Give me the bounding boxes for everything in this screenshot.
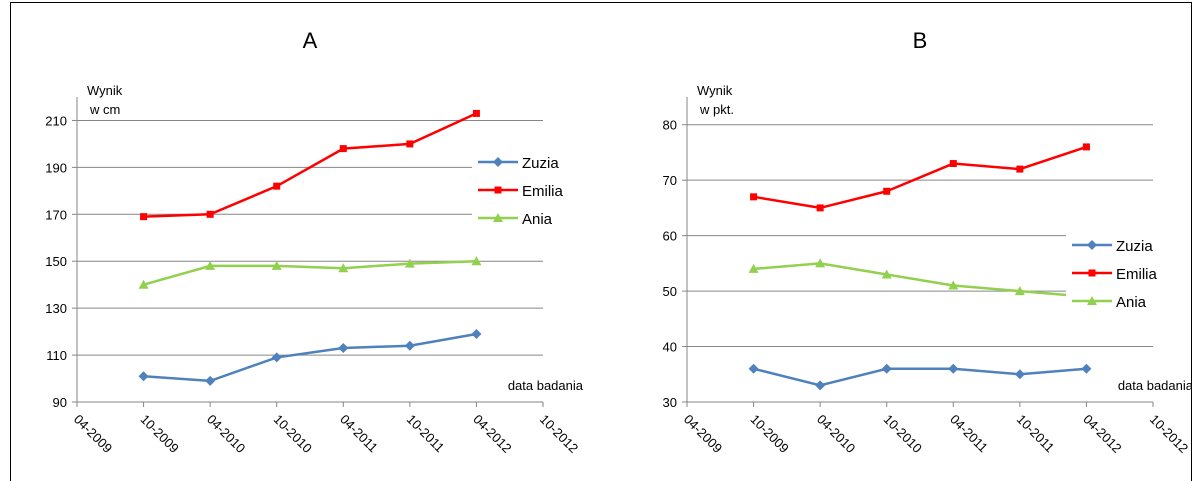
- marker: [271, 260, 282, 270]
- legend-label: Emilia: [1116, 266, 1157, 283]
- legend-label: Ania: [1116, 294, 1147, 311]
- marker: [881, 363, 892, 374]
- chart-title: A: [303, 28, 318, 53]
- y-tick-label: 210: [45, 113, 67, 128]
- marker: [883, 187, 891, 195]
- y-tick-label: 190: [45, 160, 67, 175]
- marker: [338, 263, 349, 273]
- y-tick-label: 30: [663, 395, 677, 410]
- marker: [271, 352, 282, 363]
- x-tick-label: 04-2011: [337, 412, 381, 456]
- x-tick-label: 04-2009: [681, 412, 725, 456]
- legend-label: Zuzia: [1116, 238, 1153, 255]
- x-tick-label: 10-2009: [137, 412, 181, 456]
- marker: [750, 193, 758, 201]
- marker: [815, 380, 826, 391]
- marker: [471, 256, 482, 266]
- marker: [948, 280, 959, 290]
- x-tick-label: 10-2010: [881, 412, 925, 456]
- marker: [748, 263, 759, 273]
- marker: [138, 279, 149, 289]
- series-line: [753, 367, 1087, 387]
- marker: [881, 269, 892, 279]
- series-line: [753, 262, 1087, 298]
- marker: [140, 213, 148, 221]
- y-tick-label: 150: [45, 254, 67, 269]
- x-tick-label: 10-2012: [1147, 412, 1191, 456]
- series-line: [143, 112, 477, 218]
- y-tick-label: 110: [46, 348, 67, 363]
- marker: [748, 363, 759, 374]
- x-tick-label: 04-2010: [204, 412, 248, 456]
- marker: [471, 328, 482, 339]
- y-tick-label: 50: [663, 284, 677, 299]
- marker: [494, 186, 502, 194]
- x-axis-label: data badania: [1118, 378, 1192, 393]
- x-tick-label: 04-2012: [1080, 412, 1124, 456]
- y-tick-label: 90: [53, 395, 67, 410]
- marker: [1087, 296, 1097, 305]
- marker: [1087, 240, 1097, 250]
- x-tick-label: 10-2011: [404, 412, 448, 456]
- x-tick-label: 04-2012: [470, 412, 514, 456]
- y-axis-label: Wynik: [87, 83, 123, 98]
- marker: [338, 343, 349, 354]
- marker: [339, 145, 347, 153]
- legend-label: Ania: [522, 211, 553, 228]
- marker: [1088, 269, 1096, 277]
- y-tick-label: 170: [45, 207, 67, 222]
- series-line: [753, 145, 1087, 210]
- marker: [138, 371, 149, 382]
- x-axis-label: data badania: [508, 378, 584, 393]
- x-tick-label: 10-2011: [1014, 412, 1058, 456]
- marker: [1081, 363, 1092, 374]
- y-tick-label: 80: [663, 118, 677, 133]
- legend-label: Zuzia: [522, 155, 559, 172]
- marker: [949, 160, 957, 168]
- y-tick-label: 70: [663, 173, 677, 188]
- marker: [1014, 286, 1025, 296]
- marker: [815, 258, 826, 268]
- x-tick-label: 04-2009: [71, 412, 115, 456]
- x-tick-label: 10-2010: [271, 412, 315, 456]
- marker: [1016, 165, 1024, 173]
- legend-label: Emilia: [522, 183, 563, 200]
- x-tick-label: 10-2012: [537, 412, 581, 456]
- marker: [404, 340, 415, 351]
- x-tick-label: 04-2010: [814, 412, 858, 456]
- series-line: [143, 259, 477, 286]
- y-axis-label: Wynik: [697, 83, 733, 98]
- marker: [493, 213, 503, 222]
- marker: [206, 210, 214, 218]
- x-tick-label: 04-2011: [947, 412, 991, 456]
- y-axis-label: w cm: [89, 102, 120, 117]
- marker: [205, 260, 216, 270]
- y-axis-label: w pkt.: [699, 102, 734, 117]
- marker: [493, 157, 503, 167]
- chart-title: B: [913, 28, 928, 53]
- marker: [948, 363, 959, 374]
- marker: [816, 204, 824, 212]
- x-tick-label: 10-2009: [747, 412, 791, 456]
- marker: [205, 375, 216, 386]
- marker: [472, 109, 480, 117]
- y-tick-label: 130: [45, 301, 67, 316]
- marker: [404, 258, 415, 268]
- series-line: [143, 332, 477, 383]
- marker: [1082, 143, 1090, 151]
- marker: [1014, 369, 1025, 380]
- frame: [10, 2, 1192, 481]
- y-tick-label: 60: [663, 229, 677, 244]
- marker: [406, 140, 414, 148]
- marker: [273, 182, 281, 190]
- y-tick-label: 40: [663, 340, 677, 355]
